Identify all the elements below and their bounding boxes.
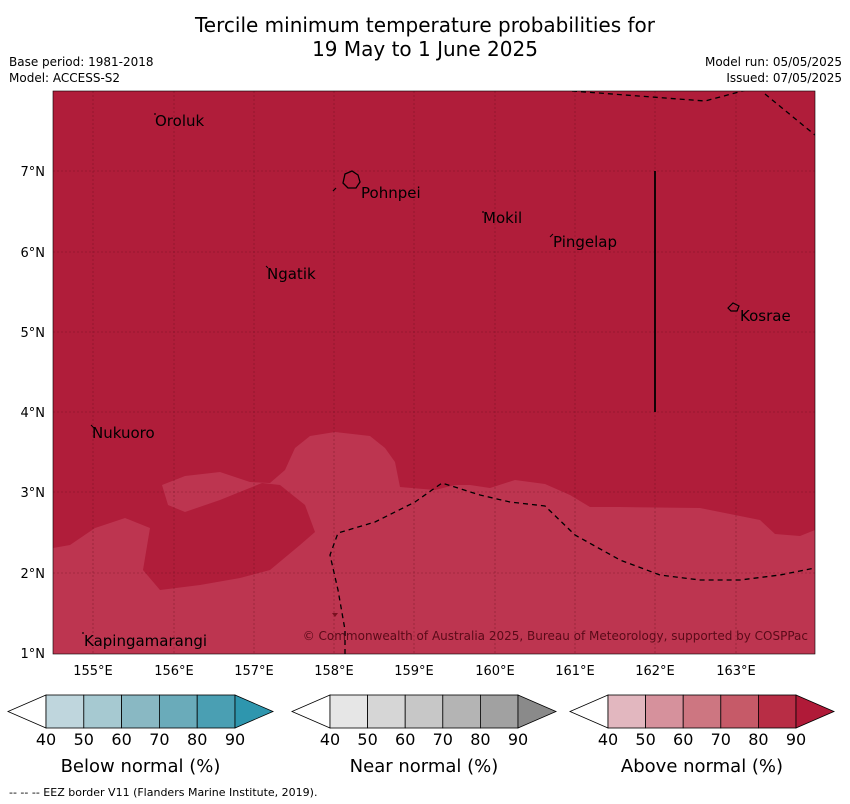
colorbar-tick: 50 [357, 730, 377, 749]
lat-label: 3°N [21, 486, 46, 501]
colorbar-cell [404, 694, 444, 729]
colorbar-tick: 50 [635, 730, 655, 749]
colorbar-label: Above normal (%) [621, 756, 783, 777]
colorbar-tick: 70 [149, 730, 169, 749]
colorbar-under-triangle [568, 694, 609, 729]
place-label-oroluk: Oroluk [155, 112, 204, 130]
lat-label: 5°N [21, 326, 46, 341]
pingelap-atoll [549, 233, 554, 238]
copyright-notice: © Commonwealth of Australia 2025, Bureau… [303, 629, 808, 643]
lat-label: 4°N [21, 406, 46, 421]
colorbar-over-triangle [517, 694, 558, 729]
lat-label: 7°N [21, 165, 46, 180]
colorbar-cell [607, 694, 646, 729]
place-label-ngatik: Ngatik [267, 265, 316, 283]
colorbar-tick: 70 [711, 730, 731, 749]
colorbar-cell [121, 694, 160, 729]
eez-border-note: -- -- -- EEZ border V11 (Flanders Marine… [9, 786, 318, 799]
lon-label: 163°E [716, 664, 756, 679]
colorbar-cell [196, 694, 236, 729]
place-label-nukuoro: Nukuoro [92, 424, 155, 442]
colorbar-under-triangle [6, 694, 47, 729]
colorbar-cell [329, 694, 368, 729]
lat-label: 1°N [21, 647, 46, 662]
lon-label: 160°E [475, 664, 515, 679]
colorbar-tick: 70 [433, 730, 453, 749]
place-label-mokil: Mokil [483, 209, 522, 227]
colorbar-tick: 40 [36, 730, 56, 749]
lat-label: 2°N [21, 567, 46, 582]
colorbar-cell [45, 694, 85, 729]
colorbar-tick: 40 [320, 730, 340, 749]
above-normal-70-region [53, 432, 815, 654]
colorbar-tick: 90 [508, 730, 528, 749]
colorbar-cell [367, 694, 406, 729]
colorbar-tick: 80 [187, 730, 207, 749]
colorbar-cell [479, 694, 519, 729]
lon-label: 156°E [154, 664, 194, 679]
colorbar-over-triangle [795, 694, 836, 729]
colorbar-tick: 60 [673, 730, 693, 749]
colorbar-under-triangle [290, 694, 331, 729]
pohnpei-islet [332, 187, 337, 192]
colorbar-tick: 60 [111, 730, 131, 749]
pohnpei-island [342, 170, 361, 189]
map-title-line1: Tercile minimum temperature probabilitie… [194, 13, 656, 37]
colorbar-tick: 80 [470, 730, 490, 749]
lat-label: 6°N [21, 246, 46, 261]
kapingamarangi-atoll [82, 632, 84, 634]
colorbar-cell [83, 694, 123, 729]
map-marker [332, 613, 338, 617]
colorbar-tick: 60 [395, 730, 415, 749]
ngatik-atoll [265, 265, 269, 269]
colorbar-tick: 80 [748, 730, 768, 749]
mokil-atoll [482, 211, 484, 213]
nukuoro-atoll [90, 424, 95, 429]
eez-border [329, 91, 815, 654]
issued-date: Issued: 07/05/2025 [726, 71, 842, 85]
colorbar-cell [720, 694, 759, 729]
colorbar-cell [645, 694, 684, 729]
place-label-pohnpei: Pohnpei [361, 184, 421, 202]
colorbar-label: Near normal (%) [350, 756, 499, 777]
lon-label: 155°E [73, 664, 113, 679]
model-name: Model: ACCESS-S2 [9, 71, 121, 85]
lon-label: 161°E [555, 664, 595, 679]
colorbar-over-triangle [234, 694, 275, 729]
colorbar-cell [682, 694, 722, 729]
colorbar-cell [758, 694, 797, 729]
place-label-kapingamarangi: Kapingamarangi [84, 632, 207, 650]
model-run: Model run: 05/05/2025 [704, 55, 842, 69]
map-title-line2: 19 May to 1 June 2025 [312, 37, 538, 61]
colorbar-tick: 90 [225, 730, 245, 749]
colorbar-label: Below normal (%) [61, 756, 221, 777]
lon-label: 159°E [394, 664, 434, 679]
colorbar-cell [158, 694, 198, 729]
kosrae-island [727, 302, 740, 312]
lon-label: 162°E [635, 664, 675, 679]
place-label-kosrae: Kosrae [740, 307, 791, 325]
colorbar-tick: 90 [786, 730, 806, 749]
base-period: Base period: 1981-2018 [9, 55, 154, 69]
colorbar-tick: 40 [598, 730, 618, 749]
map-frame [52, 90, 816, 655]
lon-label: 157°E [234, 664, 274, 679]
lon-label: 158°E [314, 664, 354, 679]
oroluk-atoll [154, 113, 156, 115]
colorbar-1: 40 50 60 70 80 90 Near normal (%) [290, 694, 558, 777]
place-label-pingelap: Pingelap [553, 233, 617, 251]
colorbar-tick: 50 [74, 730, 94, 749]
colorbar-cell [442, 694, 481, 729]
